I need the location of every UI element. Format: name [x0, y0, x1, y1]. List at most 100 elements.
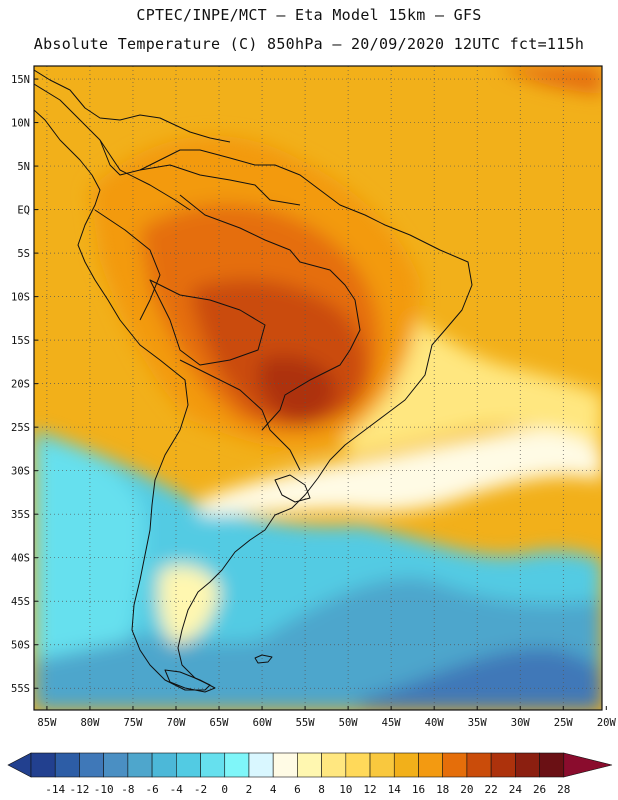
coast-caribbean: [34, 69, 231, 143]
colorbar-box: [79, 752, 104, 778]
coast-fuegia: [164, 669, 216, 693]
lat-label: 25S: [11, 422, 30, 434]
lat-label: 55S: [11, 683, 30, 695]
lat-label: 5N: [17, 161, 30, 173]
coast-falklands: [254, 654, 273, 664]
field-cold-west: [34, 440, 145, 660]
colorbar-label: 0: [221, 783, 228, 796]
colorbar-label: 24: [509, 783, 523, 796]
lon-label: 35W: [468, 717, 488, 729]
colorbar-box: [54, 752, 80, 778]
colorbar-label: 20: [460, 783, 473, 796]
lat-label: 15N: [11, 74, 30, 86]
field-cold-deepest: [360, 648, 602, 710]
colorbar-label: 2: [246, 783, 253, 796]
colorbar-label: 12: [363, 783, 376, 796]
lon-label: 45W: [382, 717, 402, 729]
lon-label: 55W: [296, 717, 316, 729]
colorbar-label: 28: [557, 783, 570, 796]
lat-label: 35S: [11, 509, 30, 521]
title-line-1: CPTEC/INPE/MCT – Eta Model 15km – GFS: [136, 6, 482, 24]
colorbar-box: [224, 752, 250, 778]
colorbar-box: [515, 752, 540, 778]
colorbar-label: -12: [69, 783, 89, 796]
colorbar-label: 6: [294, 783, 301, 796]
border-colombia: [99, 139, 191, 211]
map-frame: [33, 65, 603, 711]
lon-label: 20W: [597, 717, 617, 729]
field-transition: [200, 429, 602, 515]
lat-label: 50S: [11, 640, 30, 652]
colorbar-box: [248, 752, 274, 778]
colorbar-box: [127, 752, 153, 778]
colorbar-box: [321, 752, 347, 778]
lon-label: 65W: [210, 717, 230, 729]
coast-uruguay: [274, 474, 311, 503]
colorbar-label: -14: [45, 783, 65, 796]
lon-label: 25W: [554, 717, 574, 729]
colorbar-label: 10: [339, 783, 352, 796]
colorbar-labels: -14 -12 -10 -8 -6 -4 -2 0 2 4 6 8 10 12 14 16 18 20 22 24 26…: [45, 783, 570, 796]
colorbar-box: [418, 752, 443, 778]
field-hot-corner: [500, 66, 602, 95]
lon-label: 60W: [253, 717, 273, 729]
colorbar-label: -8: [121, 783, 134, 796]
colorbar-box: [103, 752, 129, 778]
colorbar-min-arrow: [7, 752, 32, 778]
colorbar-label: 14: [388, 783, 402, 796]
colorbar-box: [539, 752, 565, 778]
lon-label: 40W: [425, 717, 445, 729]
lat-label: 5S: [17, 248, 30, 260]
title-line-2: Absolute Temperature (C) 850hPa – 20/09/…: [33, 35, 585, 53]
colorbar-box: [490, 752, 516, 778]
colorbar-boxes: [7, 752, 613, 778]
lon-label: 80W: [80, 717, 100, 729]
temperature-field: [34, 66, 602, 710]
colorbar-label: -10: [94, 783, 114, 796]
border-brazil: [179, 194, 361, 431]
colorbar-box: [151, 752, 177, 778]
border-bolivia: [149, 279, 266, 366]
border-venezuela: [139, 164, 301, 206]
lat-label: 10N: [11, 118, 30, 130]
lon-label: 50W: [339, 717, 359, 729]
lon-label: 85W: [37, 717, 57, 729]
lon-label: 70W: [167, 717, 187, 729]
field-patagonia-warm: [158, 565, 220, 645]
lat-label: 15S: [11, 335, 30, 347]
field-warm-4: [258, 356, 336, 422]
colorbar-label: -6: [145, 783, 158, 796]
colorbar-box: [466, 752, 492, 778]
colorbar-box: [200, 752, 226, 778]
border-argentina: [179, 359, 301, 471]
longitude-labels: 85W 80W 75W 70W 65W 60W 55W 50W 45W 40W 35W 30W 25W 2…: [37, 706, 616, 729]
colorbar-box: [176, 752, 201, 778]
lon-label: 30W: [511, 717, 531, 729]
colorbar-label: 26: [533, 783, 546, 796]
lat-label: EQ: [17, 205, 30, 217]
lat-label: 20S: [11, 379, 30, 391]
colorbar-label: 4: [270, 783, 277, 796]
lat-label: 40S: [11, 553, 30, 565]
colorbar-box: [369, 752, 395, 778]
colorbar-label: 16: [412, 783, 425, 796]
border-peru: [94, 209, 161, 321]
colorbar-label: 8: [318, 783, 325, 796]
lat-label: 45S: [11, 596, 30, 608]
colorbar-box: [297, 752, 322, 778]
colorbar-box: [30, 752, 56, 778]
colorbar-label: -2: [194, 783, 207, 796]
colorbar-box: [442, 752, 468, 778]
colorbar-box: [345, 752, 371, 778]
colorbar-label: -4: [170, 783, 184, 796]
colorbar-max-arrow: [563, 752, 613, 778]
lat-label: 30S: [11, 466, 30, 478]
coast-south-america: [34, 83, 473, 691]
graticule: [34, 66, 602, 710]
lon-label: 75W: [123, 717, 143, 729]
latitude-labels: 15N 10N 5N EQ 5S 10S 15S 20S 25S 30S 35S 40S 45S 50S 5…: [11, 74, 38, 695]
colorbar-box: [393, 752, 419, 778]
colorbar-box: [272, 752, 298, 778]
